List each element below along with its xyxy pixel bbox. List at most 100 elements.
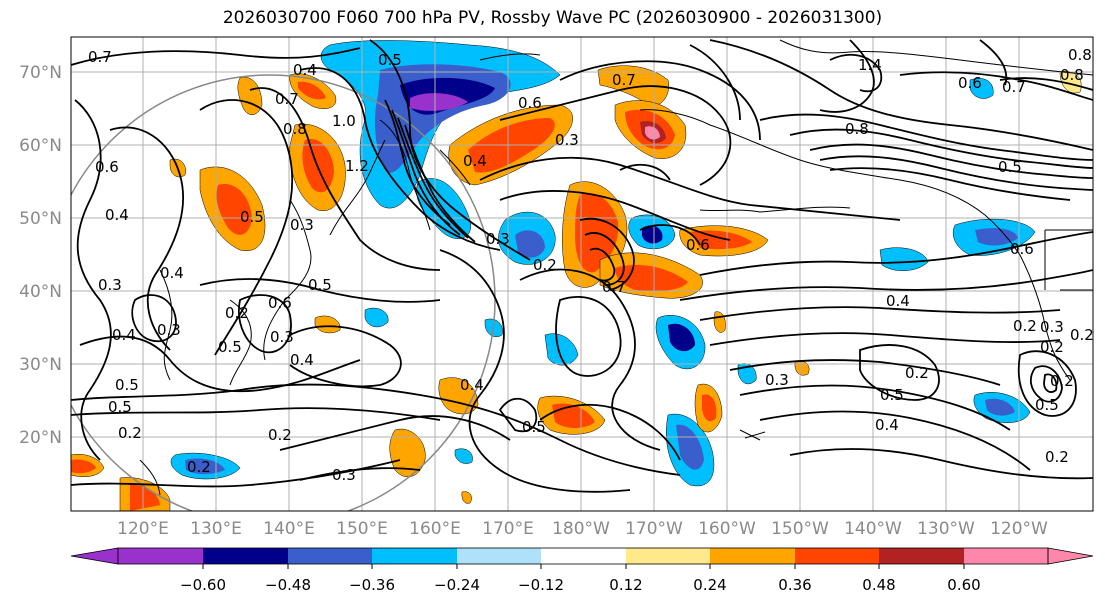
- contour-label: 0.5: [308, 276, 332, 294]
- contour-label: 0.3: [157, 321, 181, 339]
- contour-label: 0.4: [112, 326, 136, 344]
- neg-anomaly: [676, 424, 704, 470]
- colorbar-extend-min: [70, 547, 119, 565]
- contour-label: 1.4: [858, 56, 882, 74]
- colorbar-tick-label: 0.24: [693, 576, 726, 594]
- pos-anomaly: [298, 81, 326, 100]
- contour-label: 0.8: [283, 120, 307, 138]
- contour-label: 0.6: [686, 236, 710, 254]
- contour-label: 0.3: [486, 230, 510, 248]
- contour-label: 0.6: [95, 158, 119, 176]
- contour-label: 0.2: [1070, 326, 1094, 344]
- contour-label: 0.8: [1060, 66, 1084, 84]
- contour-label: 0.7: [88, 48, 112, 66]
- neg-anomaly: [975, 228, 1018, 246]
- lat-label-20n: 20°N: [19, 428, 62, 448]
- lon-label: 120°W: [990, 519, 1048, 539]
- pos-anomaly: [314, 315, 341, 334]
- longitude-labels: 120°E 130°E 140°E 150°E 160°E 170°E 180°…: [117, 519, 1048, 539]
- contour-label: 1.0: [332, 112, 356, 130]
- contour-label: 0.7: [275, 90, 299, 108]
- colorbar-extend-max: [1047, 547, 1094, 565]
- contour-label: 0.6: [518, 94, 542, 112]
- contour-label: 0.6: [958, 74, 982, 92]
- pos-anomaly: [130, 484, 160, 511]
- colorbar-tick-label: −0.24: [434, 576, 480, 594]
- contour-label: 0.5: [522, 418, 546, 436]
- lat-label-50n: 50°N: [19, 209, 62, 229]
- colorbar-swatch: [964, 548, 1048, 564]
- colorbar-swatch: [203, 548, 288, 564]
- graticule: [71, 37, 1093, 511]
- lon-label: 140°E: [263, 519, 315, 539]
- pos-anomaly: [389, 428, 426, 478]
- colorbar-tick-label: 0.36: [778, 576, 811, 594]
- contour-label: 0.3: [270, 328, 294, 346]
- contour-label: 0.7: [612, 71, 636, 89]
- colorbar-swatch: [457, 548, 541, 564]
- colorbar-outline: [117, 547, 1049, 565]
- colorbar-swatch: [795, 548, 879, 564]
- pos-anomaly: [461, 491, 472, 504]
- neg-anomaly: [642, 225, 663, 244]
- contour-label: 0.2: [268, 426, 292, 444]
- pos-anomaly: [615, 264, 688, 292]
- contour-label: 0.2: [1050, 372, 1074, 390]
- contour-label: 0.4: [463, 152, 487, 170]
- contour-label: 0.2: [1040, 338, 1064, 356]
- contour-label: 0.4: [105, 206, 129, 224]
- neg-anomaly: [544, 333, 579, 366]
- contour-label: 0.5: [1035, 396, 1059, 414]
- lon-label: 160°E: [409, 519, 461, 539]
- neg-anomaly: [454, 448, 473, 464]
- colorbar-tick-label: −0.48: [265, 576, 311, 594]
- contour-label: 0.3: [1040, 318, 1064, 336]
- colorbar-tick-label: 0.12: [609, 576, 642, 594]
- lon-label: 120°E: [117, 519, 169, 539]
- contour-label: 0.2: [1013, 317, 1037, 335]
- neg-anomaly: [969, 78, 994, 99]
- neg-anomaly: [985, 398, 1015, 416]
- colorbar-ticks: [202, 564, 965, 569]
- contour-label: 0.3: [555, 131, 579, 149]
- contour-label: 0.4: [886, 292, 910, 310]
- contour-label: 0.5: [115, 376, 139, 394]
- colorbar-tick-label: −0.60: [180, 576, 226, 594]
- pos-anomaly: [216, 184, 252, 235]
- coastlines: [139, 39, 1093, 496]
- map-frame: [70, 36, 1094, 512]
- neg-anomaly: [185, 458, 225, 475]
- contour-label: 0.2: [905, 364, 929, 382]
- contour-label: 0.7: [1002, 78, 1026, 96]
- colorbar-swatch: [879, 548, 964, 564]
- contour-label: 0.7: [602, 278, 626, 296]
- contour-label: 0.3: [332, 466, 356, 484]
- lat-label-70n: 70°N: [19, 63, 62, 83]
- contour-label: 0.5: [218, 338, 242, 356]
- contour-label: 0.3: [765, 371, 789, 389]
- contour-label: 0.5: [378, 51, 402, 69]
- contour-label: 0.6: [268, 294, 292, 312]
- neg-anomaly: [364, 307, 389, 328]
- contour-label: 0.4: [290, 351, 314, 369]
- contour-label: 0.5: [240, 208, 264, 226]
- colorbar: −0.60 −0.48 −0.36 −0.24 −0.12 0.12 0.24 …: [70, 547, 1094, 594]
- lon-label: 160°W: [698, 519, 756, 539]
- pos-anomaly: [645, 126, 660, 140]
- colorbar-swatch: [372, 548, 457, 564]
- lon-label: 150°E: [336, 519, 388, 539]
- lon-label: 150°W: [771, 519, 829, 539]
- pos-anomaly: [702, 394, 717, 422]
- pv-contours: [71, 39, 1093, 493]
- neg-anomaly: [410, 93, 468, 111]
- contour-label: 0.8: [1068, 46, 1092, 64]
- colorbar-tick-label: 0.60: [947, 576, 980, 594]
- lat-label-60n: 60°N: [19, 136, 62, 156]
- colorbar-tick-label: −0.36: [349, 576, 395, 594]
- lon-label: 170°E: [482, 519, 534, 539]
- contour-label: 0.5: [880, 386, 904, 404]
- colorbar-swatch: [710, 548, 795, 564]
- lon-label: 130°W: [917, 519, 975, 539]
- latitude-labels: 70°N 60°N 50°N 40°N 30°N 20°N: [19, 63, 62, 448]
